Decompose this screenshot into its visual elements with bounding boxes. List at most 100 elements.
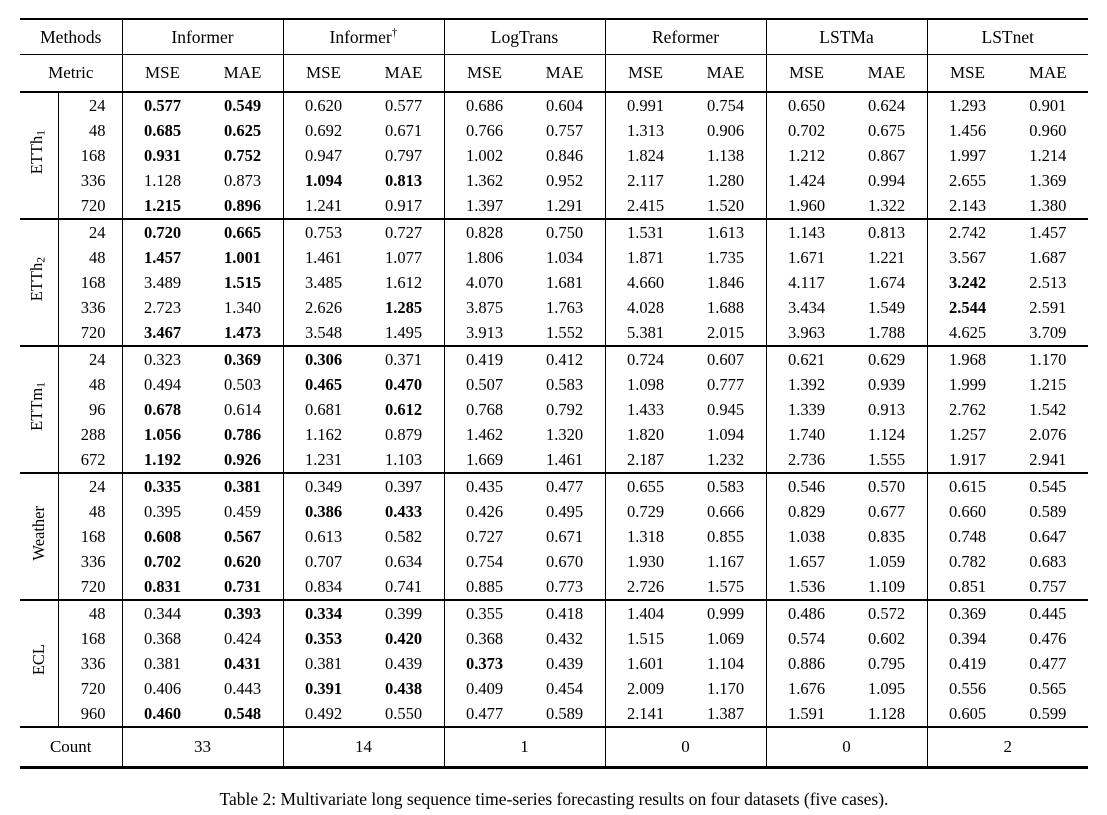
value-cell: 0.445 <box>1007 599 1088 626</box>
value-cell: 1.143 <box>765 218 847 245</box>
value-cell: 0.507 <box>443 372 525 397</box>
horizon-cell: 168 <box>57 626 122 651</box>
value-cell: 0.373 <box>443 651 525 676</box>
value-cell: 1.104 <box>706 654 745 673</box>
value-cell: 0.797 <box>384 146 423 165</box>
value-cell: 1.231 <box>282 447 364 473</box>
value-cell: 0.476 <box>1029 629 1067 648</box>
value-cell: 2.143 <box>926 193 1008 219</box>
value-cell: 0.397 <box>363 472 444 499</box>
value-cell: 3.548 <box>282 320 364 346</box>
value-cell: 0.607 <box>685 345 766 372</box>
value-cell: 1.674 <box>867 273 906 292</box>
value-cell: 1.552 <box>545 323 584 342</box>
table-row: ECL 48 0.344 0.393 0.334 0.399 0.355 0.418 1.404… <box>20 599 1088 727</box>
value-cell: 0.851 <box>926 574 1008 600</box>
value-cell: 1.232 <box>706 450 745 469</box>
value-cell: 0.782 <box>926 549 1008 574</box>
value-cell: 1.034 <box>545 248 584 267</box>
value-cell: 0.369 <box>202 345 283 372</box>
metric-col-mae: MAE <box>685 54 766 93</box>
value-cell: 1.871 <box>604 245 686 270</box>
value-cell: 0.565 <box>1029 679 1067 698</box>
value-cell: 0.570 <box>846 472 927 499</box>
table-row: 960 0.460 0.548 0.492 0.550 0.477 0.589 2.141 1.… <box>20 701 1088 727</box>
value-cell: 1.128 <box>867 704 906 723</box>
value-cell: 0.702 <box>121 549 203 574</box>
value-cell: 1.339 <box>765 397 847 422</box>
table-row: ETTm1 24 0.323 0.369 0.306 0.371 0.419 0.412 0.7… <box>20 345 1088 473</box>
value-cell: 1.613 <box>685 218 766 245</box>
value-cell: 0.582 <box>384 527 423 546</box>
horizon-cell: 96 <box>57 397 122 422</box>
horizon-cell: 24 <box>57 345 122 372</box>
value-cell: 0.731 <box>223 577 262 596</box>
value-cell: 3.485 <box>282 270 364 295</box>
value-cell: 0.947 <box>282 143 364 168</box>
horizon-cell: 288 <box>57 422 122 447</box>
value-cell: 0.994 <box>867 171 906 190</box>
value-cell: 1.077 <box>384 248 423 267</box>
value-cell: 0.960 <box>1029 121 1067 140</box>
value-cell: 1.462 <box>443 422 525 447</box>
metric-col-mse: MSE <box>604 54 686 93</box>
table-row: 672 1.192 0.926 1.231 1.103 1.669 1.461 2.187 1.… <box>20 447 1088 473</box>
value-cell: 1.536 <box>765 574 847 600</box>
value-cell: 0.766 <box>443 118 525 143</box>
count-label: Count <box>20 726 122 768</box>
value-cell: 2.009 <box>604 676 686 701</box>
value-cell: 0.599 <box>1029 704 1067 723</box>
value-cell: 1.404 <box>604 599 686 626</box>
horizon-cell: 24 <box>57 91 122 118</box>
value-cell: 1.109 <box>867 577 906 596</box>
value-cell: 1.542 <box>1029 400 1067 419</box>
horizon-cell: 168 <box>57 524 122 549</box>
value-cell: 5.381 <box>604 320 686 346</box>
value-cell: 0.460 <box>121 701 203 727</box>
dataset-label-ettm1: ETTm1 <box>20 345 58 473</box>
value-cell: 1.968 <box>926 345 1008 372</box>
value-cell: 0.334 <box>282 599 364 626</box>
dagger-superscript: † <box>391 26 398 39</box>
table-row: 48 1.457 1.001 1.461 1.077 1.806 1.034 1.871 1.7… <box>20 245 1088 270</box>
value-cell: 3.913 <box>443 320 525 346</box>
value-cell: 1.215 <box>1029 375 1067 394</box>
value-cell: 0.829 <box>765 499 847 524</box>
value-cell: 1.997 <box>926 143 1008 168</box>
horizon-cell: 960 <box>57 701 122 727</box>
value-cell: 1.320 <box>545 425 584 444</box>
value-cell: 1.824 <box>604 143 686 168</box>
value-cell: 1.555 <box>867 450 906 469</box>
horizon-cell: 24 <box>57 218 122 245</box>
value-cell: 0.931 <box>121 143 203 168</box>
value-cell: 0.634 <box>384 552 423 571</box>
value-cell: 0.939 <box>867 375 906 394</box>
value-cell: 3.963 <box>765 320 847 346</box>
table-row: 96 0.678 0.614 0.681 0.612 0.768 0.792 1.433 0.9… <box>20 397 1088 422</box>
value-cell: 1.397 <box>443 193 525 219</box>
value-cell: 0.757 <box>545 121 584 140</box>
value-cell: 1.380 <box>1029 196 1067 215</box>
value-cell: 1.128 <box>121 168 203 193</box>
value-cell: 0.991 <box>604 91 686 118</box>
value-cell: 1.461 <box>545 450 584 469</box>
value-cell: 0.650 <box>765 91 847 118</box>
value-cell: 0.608 <box>121 524 203 549</box>
table-row: 48 0.395 0.459 0.386 0.433 0.426 0.495 0.729 0.6… <box>20 499 1088 524</box>
value-cell: 0.835 <box>867 527 906 546</box>
value-cell: 0.355 <box>443 599 525 626</box>
value-cell: 0.685 <box>121 118 203 143</box>
table-row: ETTh1 24 0.577 0.549 0.620 0.577 0.686 0.604 0.9… <box>20 91 1088 219</box>
value-cell: 0.470 <box>384 375 423 394</box>
value-cell: 1.322 <box>867 196 906 215</box>
value-cell: 2.655 <box>926 168 1008 193</box>
value-cell: 0.786 <box>223 425 262 444</box>
value-cell: 1.170 <box>706 679 745 698</box>
table-row: 336 1.128 0.873 1.094 0.813 1.362 0.952 2.117 1.… <box>20 168 1088 193</box>
metric-col-mae: MAE <box>363 54 444 93</box>
metric-col-mae: MAE <box>202 54 283 93</box>
value-cell: 0.773 <box>545 577 584 596</box>
value-cell: 0.349 <box>282 472 364 499</box>
value-cell: 1.846 <box>706 273 745 292</box>
